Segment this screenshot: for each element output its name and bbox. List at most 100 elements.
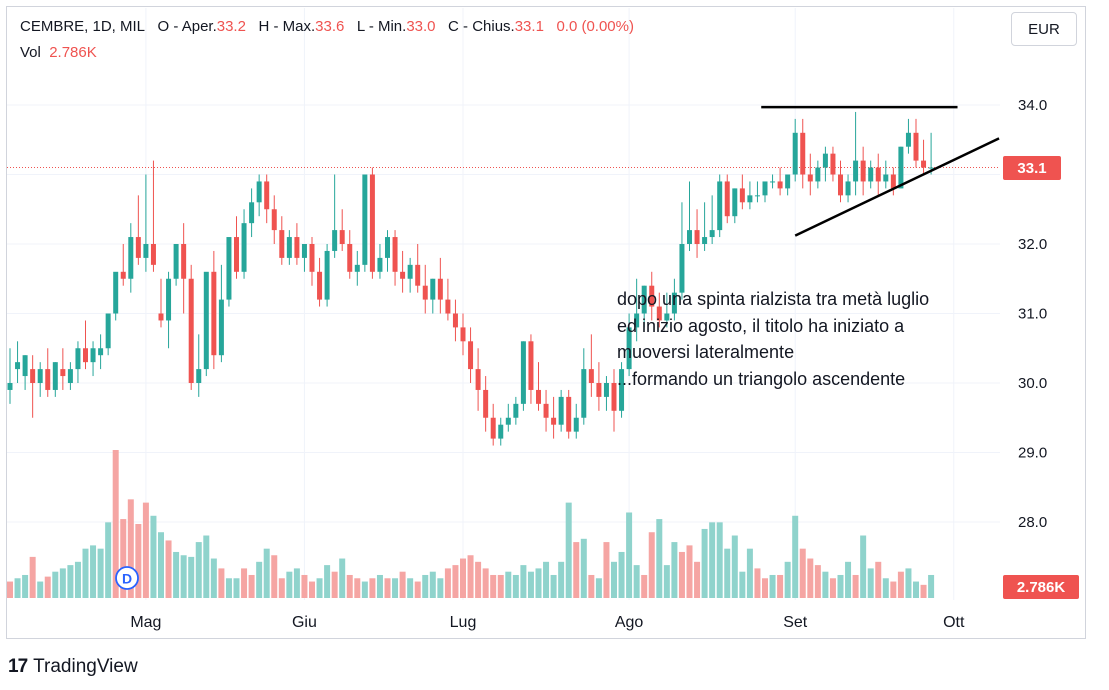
volume-bar xyxy=(626,512,633,598)
candle-body xyxy=(369,174,375,272)
brand-name: TradingView xyxy=(33,656,138,677)
dividend-marker-label: D xyxy=(122,571,132,587)
candle-body xyxy=(113,271,119,314)
volume-bar xyxy=(324,565,331,598)
candle-body xyxy=(905,132,911,147)
volume-bar xyxy=(633,565,640,598)
candle-body xyxy=(724,181,730,217)
candle-body xyxy=(717,181,723,231)
candle-body xyxy=(468,341,474,370)
candle-body xyxy=(203,271,209,370)
y-tick-label: 28.0 xyxy=(1018,514,1047,531)
candle-body xyxy=(120,271,126,279)
volume-bar xyxy=(573,542,580,598)
volume-bar xyxy=(897,571,904,598)
candle-body xyxy=(664,313,670,321)
volume-label: Vol xyxy=(20,44,41,61)
volume-bar xyxy=(611,561,617,598)
candle-body xyxy=(754,195,760,197)
candle-body xyxy=(830,153,836,175)
volume-bar xyxy=(452,565,459,598)
volume-bar xyxy=(293,568,300,598)
candle-body xyxy=(626,327,632,370)
candle-body xyxy=(634,313,640,328)
candle-body xyxy=(739,188,745,203)
volume-bar xyxy=(467,555,474,598)
volume-bar xyxy=(52,571,59,598)
dividend-marker-icon xyxy=(115,566,139,590)
candle-body xyxy=(928,167,934,169)
last-volume-tag: 2.786K xyxy=(1003,575,1079,599)
volume-bar xyxy=(701,528,708,598)
volume-bar xyxy=(97,548,104,598)
volume-bar xyxy=(520,565,527,598)
candle-body xyxy=(671,292,677,314)
volume-bar xyxy=(829,578,836,598)
volume-bar xyxy=(74,561,81,598)
chart-frame xyxy=(6,6,1086,639)
candle-body xyxy=(883,174,889,182)
candle-body xyxy=(603,383,609,397)
volume-bar xyxy=(14,578,21,598)
volume-bar xyxy=(7,581,13,598)
volume-bar xyxy=(822,571,829,598)
candle-body xyxy=(188,278,194,383)
volume-bar xyxy=(346,574,353,598)
candle-body xyxy=(619,369,625,411)
candle-body xyxy=(286,237,292,258)
brand[interactable]: 17 TradingView xyxy=(8,656,138,678)
candle-body xyxy=(196,369,202,383)
candle-body xyxy=(475,369,481,390)
volume-bar xyxy=(641,574,648,598)
candle-body xyxy=(400,271,406,279)
volume-bar xyxy=(173,551,180,598)
volume-bar xyxy=(512,574,519,598)
volume-bar xyxy=(210,558,217,598)
candle-body xyxy=(452,313,458,328)
volume-bar xyxy=(354,578,361,598)
candle-body xyxy=(732,188,738,217)
candle-body xyxy=(83,348,88,363)
candle-body xyxy=(762,181,768,196)
candle-body xyxy=(770,181,776,183)
candle-body xyxy=(52,362,58,390)
candle-body xyxy=(30,369,36,383)
last-price-tag: 33.1 xyxy=(1003,156,1061,180)
volume-bar xyxy=(890,581,897,598)
candle-body xyxy=(498,424,504,439)
candle-body xyxy=(158,313,164,321)
volume-bar xyxy=(67,565,74,598)
volume-bar xyxy=(527,571,534,598)
y-tick-label: 30.0 xyxy=(1018,375,1047,392)
volume-bar xyxy=(475,561,482,598)
open-value: 33.2 xyxy=(216,18,246,35)
currency-button[interactable]: EUR xyxy=(1011,12,1077,46)
ohlc-legend: CEMBRE, 1D, MIL O - Aper.33.2 H - Max.33… xyxy=(20,18,634,35)
candle-body xyxy=(211,271,217,356)
volume-bar xyxy=(784,561,791,598)
volume-bar xyxy=(301,574,308,598)
candle-body xyxy=(875,167,881,182)
volume-bar xyxy=(882,578,889,598)
volume-bar xyxy=(195,542,202,598)
candle-body xyxy=(218,299,224,356)
volume-bar xyxy=(792,515,799,598)
candle-body xyxy=(67,369,73,383)
annotation-text[interactable]: dopo una spinta rialzista tra metà lugli… xyxy=(617,289,930,389)
candle-body xyxy=(181,244,187,279)
volume-bar xyxy=(429,571,436,598)
candle-body xyxy=(528,341,534,390)
change-value: 0.0 (0.00%) xyxy=(556,18,634,35)
volume-bar xyxy=(271,555,278,598)
y-tick-label: 32.0 xyxy=(1018,236,1047,253)
candle-body xyxy=(611,383,617,411)
close-value: 33.1 xyxy=(514,18,544,35)
candle-body xyxy=(898,146,904,189)
candle-body xyxy=(777,181,783,189)
candle-body xyxy=(913,132,919,161)
volume-bar xyxy=(203,535,210,598)
volume-bar xyxy=(482,568,489,598)
symbol-label[interactable]: CEMBRE, 1D, MIL xyxy=(20,18,146,35)
candle-body xyxy=(581,369,587,418)
